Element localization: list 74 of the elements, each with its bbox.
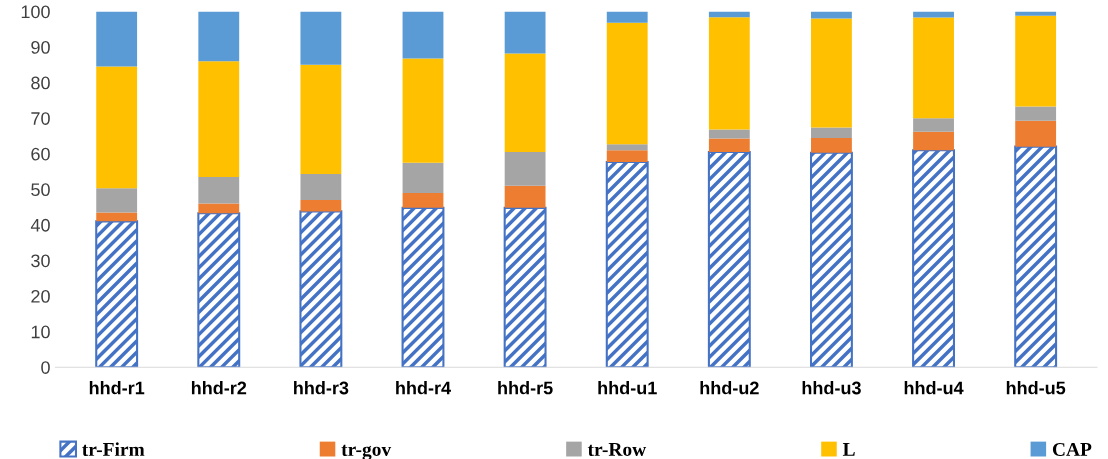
bar xyxy=(606,22,648,145)
bar xyxy=(811,11,852,19)
bar xyxy=(300,11,342,65)
x-tick-label: hhd-r2 xyxy=(191,381,247,395)
bar xyxy=(606,150,648,162)
bar xyxy=(95,220,139,368)
bar xyxy=(402,162,444,193)
bar xyxy=(402,58,444,163)
bar xyxy=(1014,145,1058,368)
bar xyxy=(605,160,649,368)
bar xyxy=(504,53,546,152)
bar xyxy=(198,176,240,204)
bar xyxy=(198,61,240,177)
x-tick-label: hhd-r4 xyxy=(396,381,451,395)
bar xyxy=(402,11,444,59)
bar xyxy=(198,11,240,62)
bar xyxy=(707,150,751,368)
bar xyxy=(913,17,954,119)
bar xyxy=(300,64,342,175)
y-tick-label: 40 xyxy=(30,218,50,232)
y-tick-label: 90 xyxy=(31,40,50,54)
legend-label: L xyxy=(842,443,855,456)
bar xyxy=(300,200,342,212)
bar xyxy=(96,66,138,189)
y-tick-label: 0 xyxy=(41,361,50,374)
x-tick-label: hhd-r5 xyxy=(498,381,553,395)
bar xyxy=(913,11,954,18)
bar xyxy=(96,212,138,222)
y-tick-label: 30 xyxy=(31,254,50,268)
bar xyxy=(1015,106,1057,121)
bar xyxy=(811,138,852,153)
y-tick-label: 80 xyxy=(31,76,50,90)
bar xyxy=(913,118,954,132)
bar xyxy=(811,18,852,128)
bar xyxy=(503,206,547,368)
bar xyxy=(811,127,852,139)
bar xyxy=(401,206,445,368)
x-tick-label: hhd-u2 xyxy=(700,381,759,395)
bar xyxy=(197,212,241,368)
x-tick-label: hhd-r1 xyxy=(89,381,145,395)
legend-label: tr-Row xyxy=(587,443,647,456)
bar xyxy=(1015,11,1057,16)
y-tick-label: 20 xyxy=(31,289,50,303)
bar xyxy=(504,11,546,54)
bar xyxy=(708,17,750,130)
bar xyxy=(809,151,853,368)
bar xyxy=(299,210,343,368)
bar xyxy=(1015,120,1057,147)
bar xyxy=(300,174,342,201)
y-tick-label: 10 xyxy=(31,325,50,339)
bar xyxy=(402,192,444,208)
y-tick-label: 70 xyxy=(31,112,50,125)
y-tick-label: 50 xyxy=(31,183,50,197)
bar xyxy=(912,149,956,368)
bar xyxy=(504,151,546,186)
legend-label: tr-Firm xyxy=(82,442,145,456)
bar xyxy=(708,129,750,139)
bar xyxy=(504,185,546,208)
y-tick-label: 60 xyxy=(31,147,50,161)
x-tick-label: hhd-u1 xyxy=(598,381,657,395)
bar xyxy=(708,138,750,152)
bar xyxy=(606,144,648,151)
bar xyxy=(198,203,240,214)
x-tick-label: hhd-u4 xyxy=(904,381,964,395)
bar xyxy=(96,188,138,213)
x-tick-label: hhd-u5 xyxy=(1006,381,1066,395)
x-tick-label: hhd-r3 xyxy=(294,381,349,395)
legend-label: CAP xyxy=(1052,442,1092,456)
bar xyxy=(913,131,954,151)
x-tick-label: hhd-u3 xyxy=(802,381,861,395)
y-tick-label: 100 xyxy=(21,5,50,19)
bar xyxy=(606,11,648,23)
bar xyxy=(96,11,138,67)
bar xyxy=(1015,15,1057,107)
